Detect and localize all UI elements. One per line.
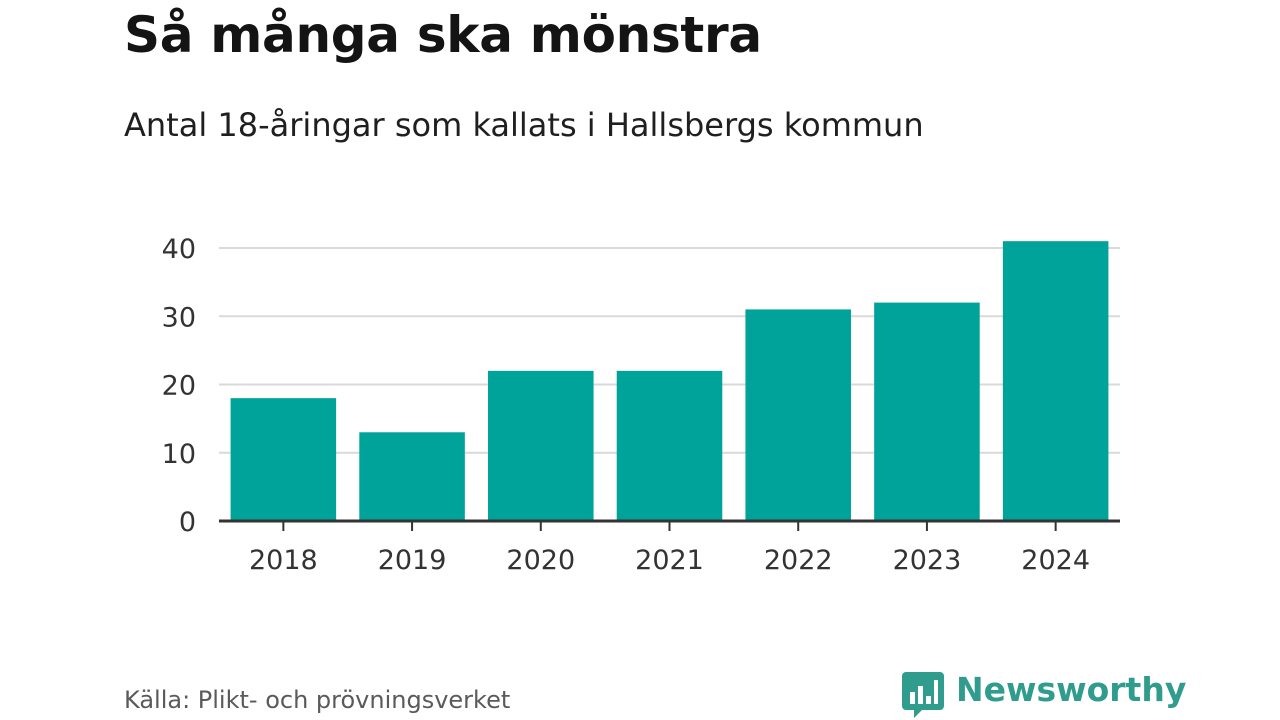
- bar-2018: [230, 398, 337, 521]
- brand-name: Newsworthy: [956, 670, 1187, 709]
- x-tick-label: 2021: [635, 545, 704, 576]
- y-tick-label: 0: [179, 507, 196, 538]
- chart-subtitle: Antal 18-åringar som kallats i Hallsberg…: [124, 106, 924, 144]
- x-tick-label: 2024: [1021, 545, 1090, 576]
- bars: [230, 241, 1109, 522]
- y-tick-label: 20: [162, 371, 196, 402]
- y-tick-label: 40: [162, 234, 196, 265]
- x-tick-label: 2019: [378, 545, 447, 576]
- bar-2019: [359, 432, 465, 521]
- y-tick-label: 10: [162, 439, 196, 470]
- x-tick-label: 2022: [764, 545, 833, 576]
- source-note: Källa: Plikt- och prövningsverket: [124, 686, 511, 714]
- bar-chart: 0 10 20 30 40 2018 2019 2020 2021 2022 2023 2024: [162, 234, 1120, 576]
- bar-2020: [488, 370, 594, 521]
- axes: 0 10 20 30 40 2018 2019 2020 2021 2022 2023 2024: [162, 234, 1120, 576]
- newsworthy-logo-icon: [902, 672, 944, 718]
- chart-title: Så många ska mönstra: [124, 6, 762, 64]
- bar-2022: [745, 309, 851, 521]
- bar-2021: [616, 370, 723, 521]
- x-tick-label: 2020: [506, 545, 575, 576]
- y-tick-label: 30: [162, 302, 196, 333]
- x-tick-label: 2023: [893, 545, 962, 576]
- x-tick-label: 2018: [249, 545, 318, 576]
- bar-2024: [1002, 241, 1109, 522]
- bar-2023: [874, 302, 980, 521]
